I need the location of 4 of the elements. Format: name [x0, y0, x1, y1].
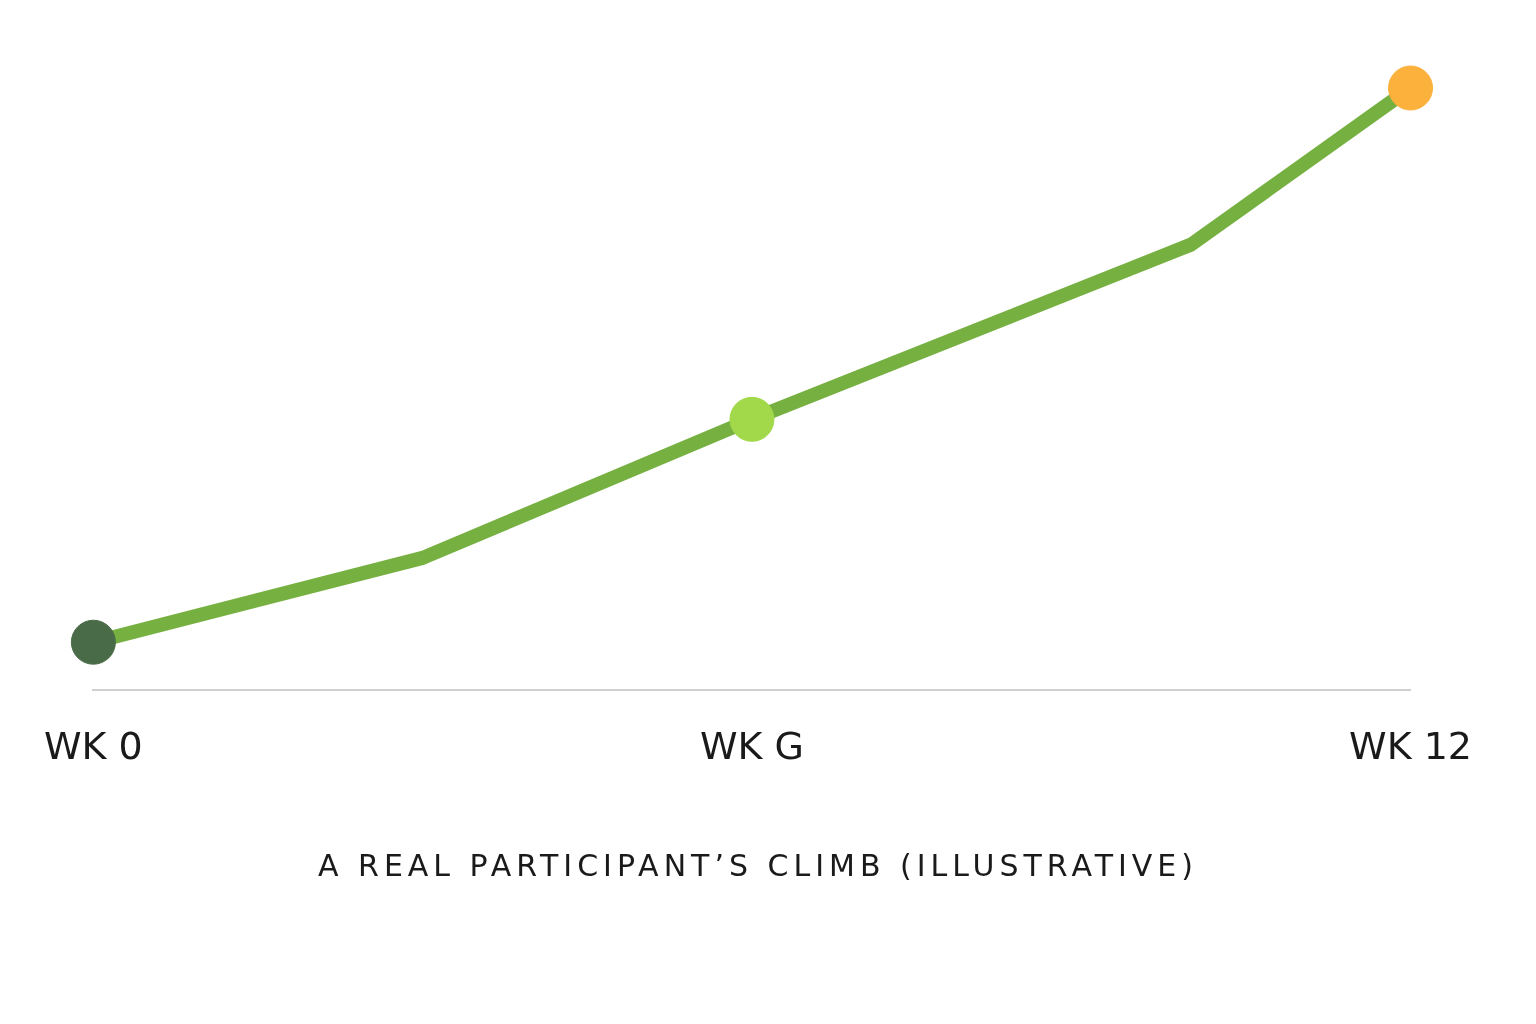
x-tick-label: WK G [699, 724, 804, 769]
x-tick-label: WK 12 [1349, 724, 1473, 769]
text: A REAL PARTICIPANT’S CLIMB (ILLUSTRATIVE) [317, 848, 1199, 883]
x-tick-label: WK 0 [44, 724, 143, 769]
